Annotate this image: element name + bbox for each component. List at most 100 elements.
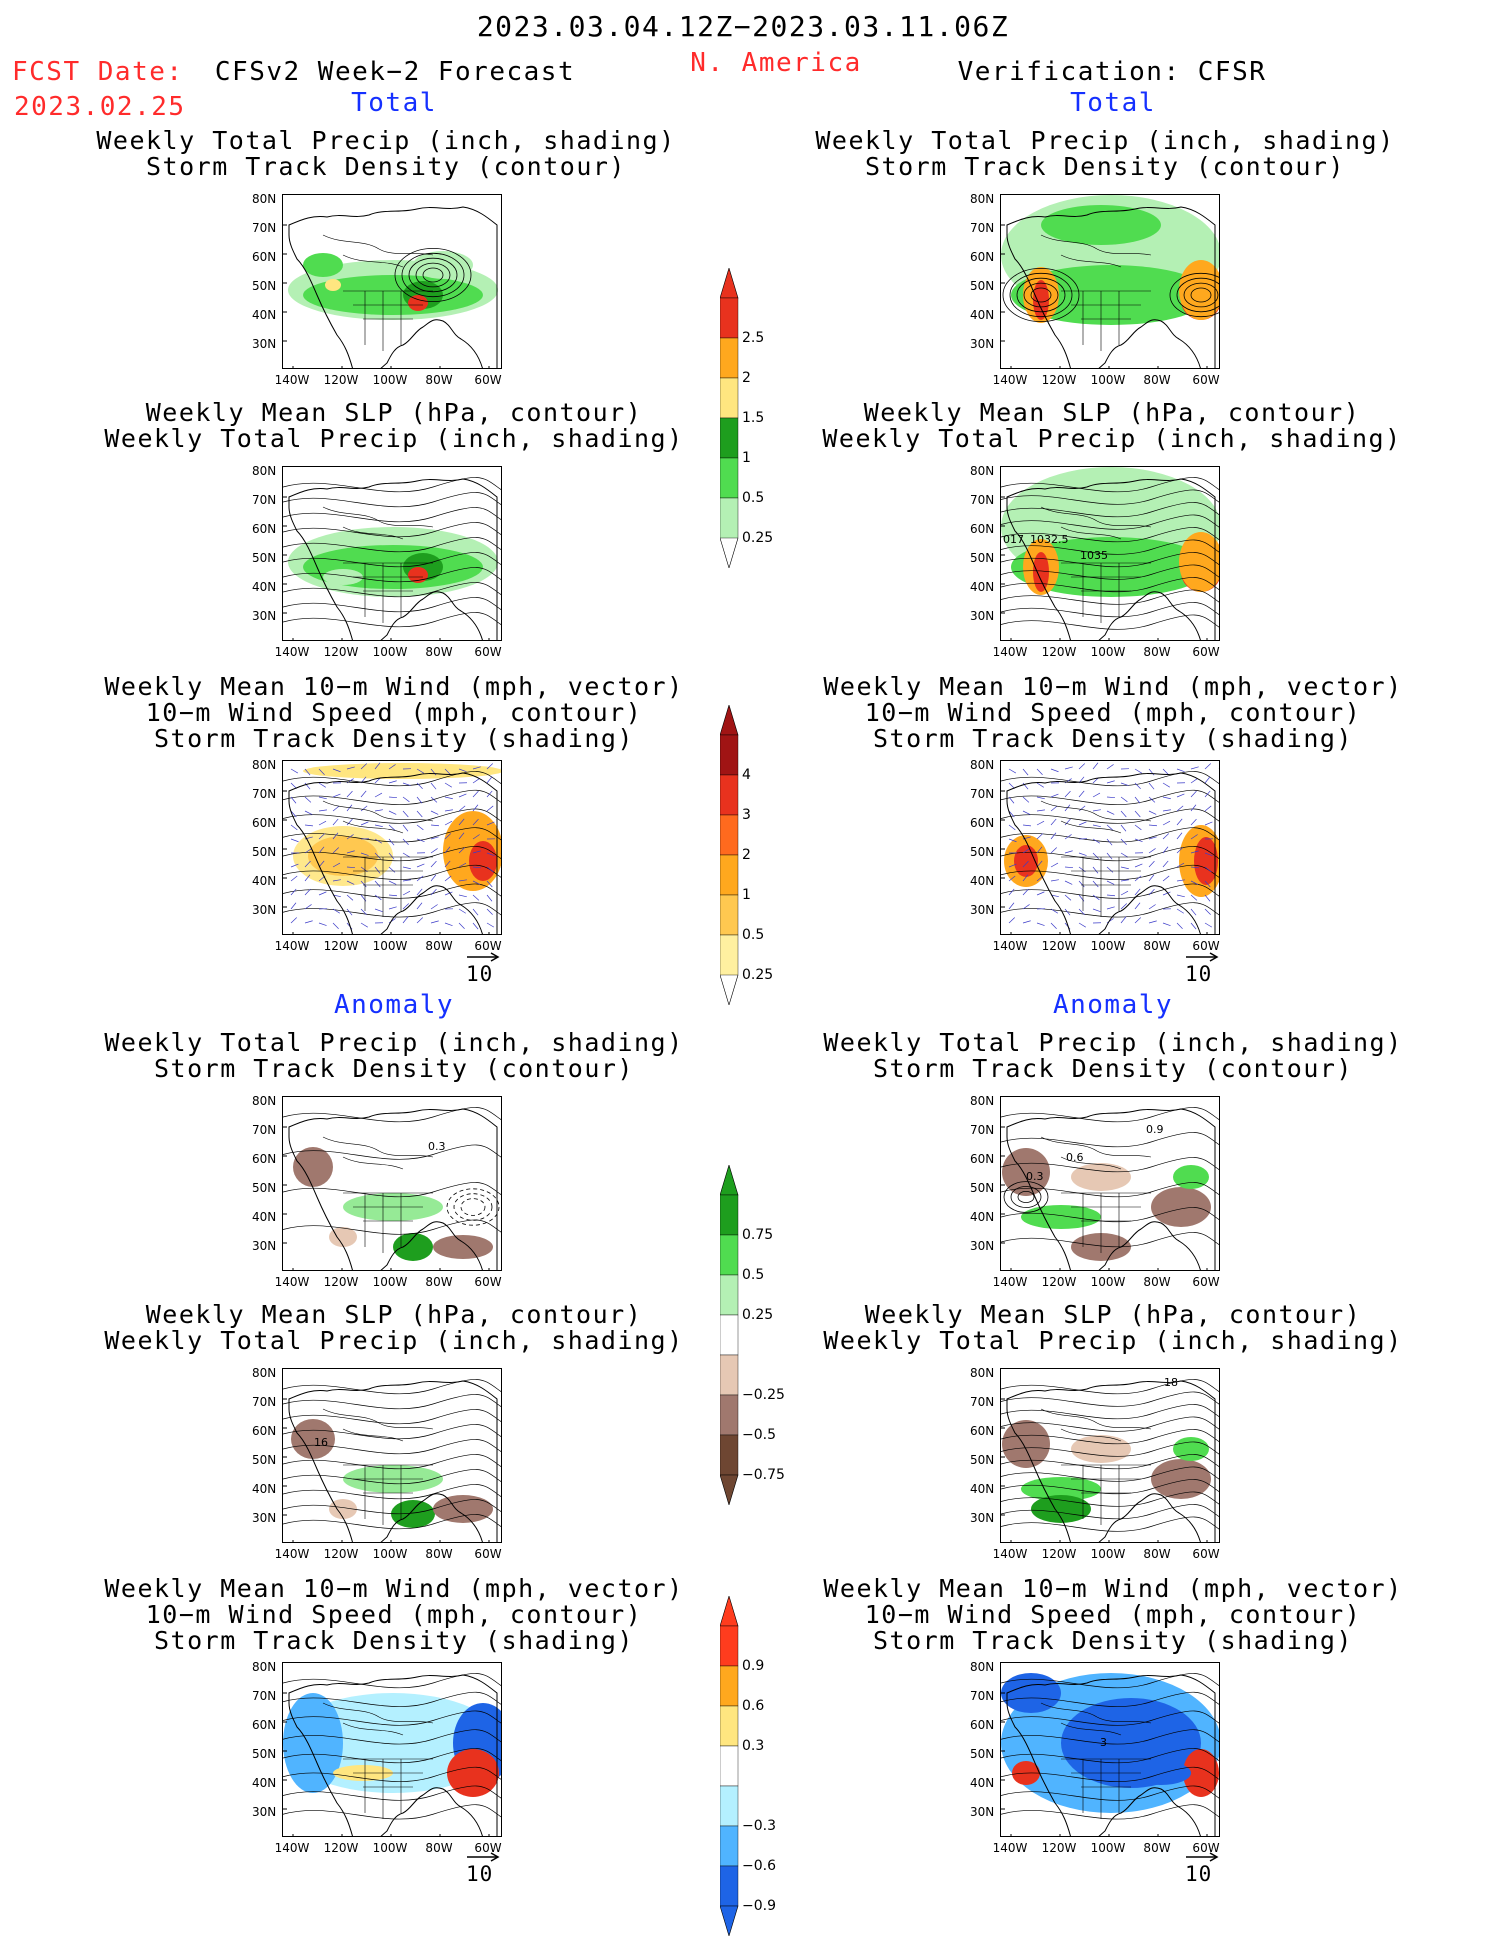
- contour-label: 017: [1003, 533, 1024, 546]
- region-label: N. America: [690, 48, 862, 78]
- latitude-label: 70N: [252, 1395, 276, 1409]
- colorbar-label: 0.5: [742, 490, 764, 506]
- longitude-label: 140W: [993, 1547, 1028, 1561]
- longitude-label: 100W: [1091, 1275, 1126, 1289]
- latitude-label: 50N: [970, 279, 994, 293]
- fcst-date-value: 2023.02.25: [14, 92, 186, 122]
- latitude-label: 60N: [252, 1152, 276, 1166]
- contour-label: 0.3: [428, 1140, 446, 1153]
- colorbar-label: 2: [742, 370, 751, 386]
- latitude-label: 40N: [252, 308, 276, 322]
- longitude-label: 60W: [1192, 1547, 1219, 1561]
- latitude-label: 30N: [252, 609, 276, 623]
- longitude-label: 140W: [275, 939, 310, 953]
- colorbar-label: −0.6: [742, 1858, 776, 1874]
- latitude-label: 80N: [970, 1660, 994, 1674]
- map-verif-total-wind: [1000, 760, 1220, 935]
- longitude-label: 100W: [373, 1275, 408, 1289]
- latitude-label: 70N: [970, 1123, 994, 1137]
- colorbar-label: 0.5: [742, 927, 764, 943]
- longitude-label: 60W: [1192, 1841, 1219, 1855]
- arrow-right-icon: [1185, 952, 1219, 962]
- longitude-label: 80W: [425, 1547, 452, 1561]
- latitude-label: 80N: [252, 1660, 276, 1674]
- latitude-label: 70N: [252, 493, 276, 507]
- vector-reference: 10: [1185, 1862, 1212, 1886]
- panel-title: Weekly Mean 10−m Wind (mph, vector)10−m …: [823, 1576, 1402, 1654]
- latitude-label: 50N: [252, 845, 276, 859]
- latitude-label: 60N: [252, 522, 276, 536]
- latitude-label: 70N: [252, 221, 276, 235]
- map-verif-total-slp: [1000, 466, 1220, 641]
- longitude-label: 100W: [373, 373, 408, 387]
- longitude-label: 140W: [993, 645, 1028, 659]
- panel-title: Weekly Mean 10−m Wind (mph, vector)10−m …: [104, 1576, 683, 1654]
- panel-title: Weekly Mean 10−m Wind (mph, vector)10−m …: [104, 674, 683, 752]
- latitude-label: 80N: [252, 192, 276, 206]
- latitude-label: 30N: [252, 903, 276, 917]
- panel-title: Weekly Total Precip (inch, shading)Storm…: [96, 128, 675, 180]
- forecast-column-title: CFSv2 Week−2 Forecast: [215, 57, 575, 87]
- colorbar-label: 0.5: [742, 1267, 764, 1283]
- colorbar-label: 1: [742, 450, 751, 466]
- vector-reference: 10: [1185, 962, 1212, 986]
- colorbar-label: 1.5: [742, 410, 764, 426]
- longitude-label: 80W: [1143, 645, 1170, 659]
- latitude-label: 40N: [970, 1482, 994, 1496]
- longitude-label: 140W: [275, 373, 310, 387]
- longitude-label: 60W: [474, 1547, 501, 1561]
- latitude-label: 60N: [970, 1718, 994, 1732]
- longitude-label: 60W: [474, 939, 501, 953]
- contour-label: 1035: [1080, 549, 1108, 562]
- contour-label: 0.9: [1146, 1123, 1164, 1136]
- longitude-label: 120W: [1042, 939, 1077, 953]
- section-anomaly-left: Anomaly: [334, 990, 454, 1020]
- latitude-label: 70N: [252, 787, 276, 801]
- colorbar-label: 0.25: [742, 530, 773, 546]
- panel-title: Weekly Mean SLP (hPa, contour)Weekly Tot…: [822, 400, 1401, 452]
- latitude-label: 80N: [970, 758, 994, 772]
- latitude-label: 40N: [970, 1210, 994, 1224]
- colorbar-label: 0.25: [742, 1307, 773, 1323]
- latitude-label: 30N: [252, 1805, 276, 1819]
- latitude-label: 80N: [252, 1366, 276, 1380]
- colorbar-label: −0.9: [742, 1898, 776, 1914]
- longitude-label: 120W: [324, 373, 359, 387]
- latitude-label: 70N: [970, 1395, 994, 1409]
- latitude-label: 30N: [970, 1239, 994, 1253]
- longitude-label: 80W: [1143, 1275, 1170, 1289]
- longitude-label: 120W: [324, 939, 359, 953]
- longitude-label: 60W: [474, 373, 501, 387]
- latitude-label: 40N: [252, 874, 276, 888]
- longitude-label: 100W: [1091, 939, 1126, 953]
- colorbar-label: 0.25: [742, 967, 773, 983]
- panel-title: Weekly Total Precip (inch, shading)Storm…: [815, 128, 1394, 180]
- latitude-label: 60N: [970, 1424, 994, 1438]
- longitude-label: 80W: [425, 373, 452, 387]
- longitude-label: 100W: [373, 939, 408, 953]
- colorbar-label: 1: [742, 887, 751, 903]
- latitude-label: 60N: [252, 1424, 276, 1438]
- latitude-label: 40N: [970, 580, 994, 594]
- longitude-label: 120W: [1042, 1547, 1077, 1561]
- latitude-label: 80N: [252, 758, 276, 772]
- longitude-label: 140W: [993, 373, 1028, 387]
- latitude-label: 60N: [252, 1718, 276, 1732]
- longitude-label: 100W: [373, 1547, 408, 1561]
- map-forecast-total-precip: [282, 194, 502, 369]
- colorbar-label: 0.3: [742, 1738, 764, 1754]
- longitude-label: 100W: [1091, 373, 1126, 387]
- arrow-right-icon: [466, 952, 500, 962]
- longitude-label: 80W: [1143, 939, 1170, 953]
- section-total-left: Total: [351, 88, 437, 118]
- longitude-label: 140W: [993, 1275, 1028, 1289]
- longitude-label: 120W: [1042, 645, 1077, 659]
- longitude-label: 60W: [474, 645, 501, 659]
- colorbar-label: 4: [742, 767, 751, 783]
- latitude-label: 60N: [252, 250, 276, 264]
- latitude-label: 30N: [252, 1239, 276, 1253]
- latitude-label: 30N: [970, 1511, 994, 1525]
